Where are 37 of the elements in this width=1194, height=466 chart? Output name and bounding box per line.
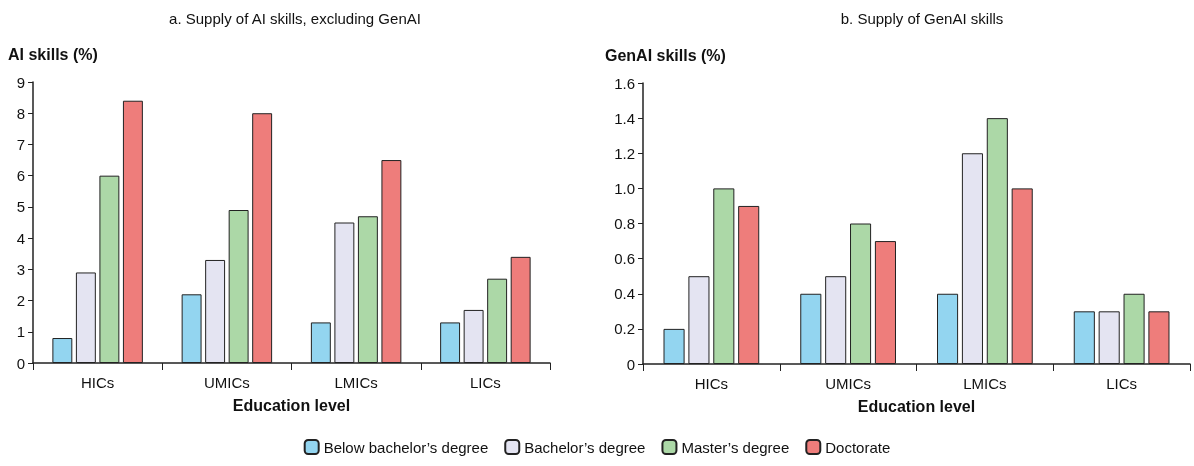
legend-label: Master’s degree bbox=[681, 438, 790, 456]
y-tick-label: 6 bbox=[16, 167, 25, 185]
y-tick-label: 1.4 bbox=[614, 109, 635, 127]
y-tick-label: 0.4 bbox=[614, 285, 635, 303]
y-tick-label: 5 bbox=[16, 198, 25, 216]
y-tick-label: 2 bbox=[16, 292, 25, 310]
y-tick-label: 3 bbox=[16, 260, 25, 278]
chart-title: b. Supply of GenAI skills bbox=[840, 10, 1004, 27]
x-axis-title: Education level bbox=[232, 396, 351, 414]
x-tick-label: UMICs bbox=[825, 375, 872, 392]
y-tick-label: 8 bbox=[16, 104, 25, 122]
legend-label: Bachelor’s degree bbox=[524, 438, 646, 456]
y-axis-title: GenAI skills (%) bbox=[605, 46, 726, 64]
x-tick-label: LMICs bbox=[334, 374, 378, 391]
x-tick-label: LMICs bbox=[963, 375, 1007, 392]
y-tick-label: 7 bbox=[16, 135, 25, 153]
y-tick-label: 1 bbox=[16, 323, 25, 341]
y-tick-label: 9 bbox=[16, 73, 25, 91]
legend-label: Below bachelor’s degree bbox=[323, 438, 489, 456]
y-axis-title: AI skills (%) bbox=[8, 45, 98, 63]
y-tick-label: 4 bbox=[16, 229, 25, 247]
x-axis-title: Education level bbox=[857, 397, 976, 415]
chart-title: a. Supply of AI skills, excluding GenAI bbox=[169, 10, 421, 27]
x-tick-label: UMICs bbox=[203, 374, 250, 391]
y-tick-label: 0 bbox=[626, 355, 635, 373]
legend-label: Doctorate bbox=[825, 438, 891, 456]
x-tick-label: LICs bbox=[1106, 375, 1138, 392]
y-tick-label: 1.0 bbox=[614, 179, 635, 197]
y-tick-label: 0.2 bbox=[614, 320, 635, 338]
y-tick-label: 0.8 bbox=[614, 215, 635, 232]
x-tick-label: HICs bbox=[694, 375, 729, 392]
y-tick-label: 0.6 bbox=[614, 250, 635, 268]
y-tick-label: 1.6 bbox=[614, 74, 635, 92]
x-tick-label: LICs bbox=[469, 374, 501, 391]
y-tick-label: 0 bbox=[16, 354, 25, 372]
y-tick-label: 1.2 bbox=[614, 144, 635, 162]
x-tick-label: HICs bbox=[80, 374, 115, 391]
